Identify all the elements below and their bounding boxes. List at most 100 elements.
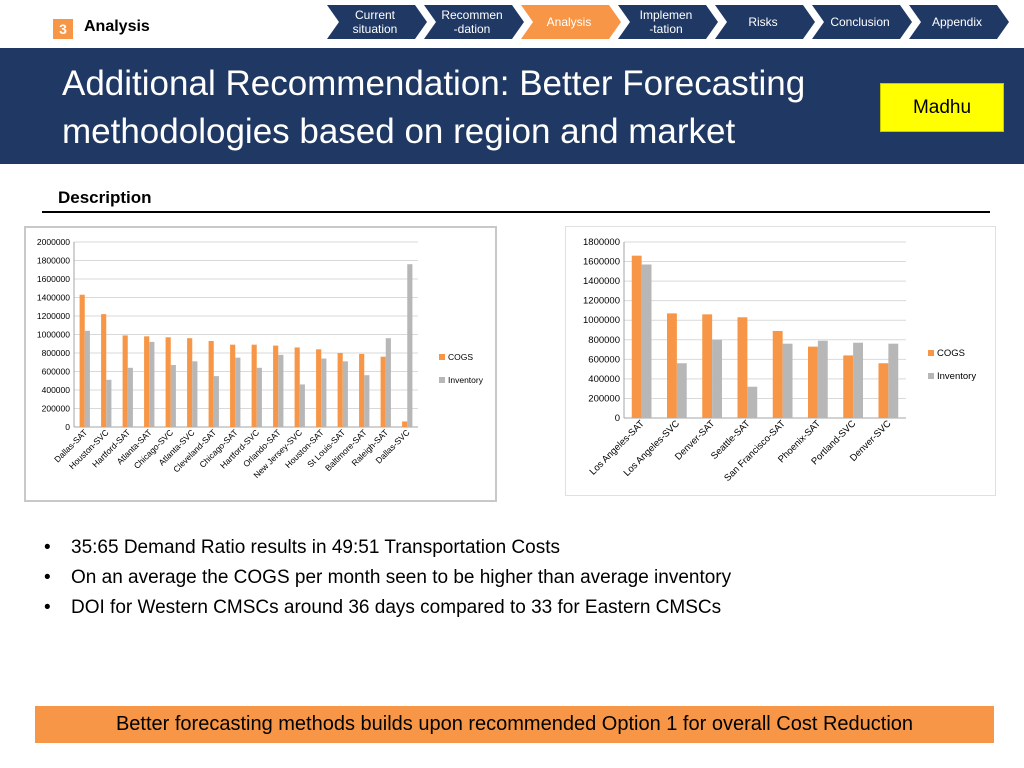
bar-inventory <box>84 330 90 427</box>
bar-inventory <box>747 386 758 418</box>
legend-label: Inventory <box>937 371 976 382</box>
description-divider <box>42 211 990 213</box>
nav-label-line1: Current <box>354 8 395 22</box>
y-tick-label: 600000 <box>588 354 620 365</box>
bar-inventory <box>817 340 828 418</box>
y-tick-label: 1600000 <box>583 257 620 268</box>
description-label: Description <box>58 188 152 207</box>
bar-inventory <box>170 365 176 427</box>
bar-cogs <box>316 349 322 427</box>
finding-item: 35:65 Demand Ratio results in 49:51 Tran… <box>44 533 944 563</box>
bar-inventory <box>213 376 219 427</box>
eastern-chart-svg: 0 200000 400000 600000 800000 1000000 1200000 1… <box>37 237 484 480</box>
bar-inventory <box>407 264 413 427</box>
bar-inventory <box>712 339 722 418</box>
nav-current-situation[interactable]: Current situation <box>327 5 427 39</box>
western-cmsc-bar-chart: 0 200000 400000 600000 800000 1000000 1200000 1… <box>565 226 996 496</box>
bar-inventory <box>192 361 198 427</box>
y-tick-label: 2000000 <box>37 237 70 247</box>
section-label: Analysis <box>84 18 150 35</box>
bar-cogs <box>359 353 365 427</box>
nav-risks[interactable]: Risks <box>715 5 815 39</box>
y-tick-label: 1400000 <box>583 276 620 287</box>
bar-inventory <box>235 357 241 427</box>
legend-label: COGS <box>448 352 473 362</box>
finding-item: DOI for Western CMSCs around 36 days com… <box>44 593 944 623</box>
bar-cogs <box>208 340 214 427</box>
y-tick-label: 600000 <box>42 367 71 377</box>
bar-cogs <box>101 314 107 427</box>
bar-cogs <box>273 345 279 427</box>
bar-inventory <box>888 343 899 418</box>
bar-cogs <box>230 344 236 427</box>
bar-inventory <box>299 384 305 427</box>
bar-cogs <box>402 421 408 427</box>
bar-inventory <box>676 363 687 418</box>
bar-cogs <box>251 344 257 427</box>
bar-inventory <box>256 367 262 427</box>
bar-inventory <box>149 341 155 427</box>
nav-label-line2: situation <box>352 22 398 36</box>
y-tick-label: 800000 <box>588 335 620 346</box>
y-tick-label: 800000 <box>42 348 71 358</box>
section-number-badge: 3 <box>53 19 73 39</box>
bar-inventory <box>364 375 370 427</box>
y-tick-label: 1400000 <box>37 293 70 303</box>
y-tick-label: 400000 <box>588 374 620 385</box>
title-bar <box>0 48 1024 164</box>
findings-list: 35:65 Demand Ratio results in 49:51 Tran… <box>44 533 944 623</box>
page-title: Additional Recommendation: Better Foreca… <box>62 60 872 156</box>
nav-label-line1: Analysis <box>546 15 592 29</box>
legend-swatch <box>928 350 934 356</box>
bar-cogs <box>667 313 677 418</box>
y-tick-label: 1800000 <box>583 237 620 248</box>
western-chart-svg: 0 200000 400000 600000 800000 1000000 1200000 1… <box>583 237 976 484</box>
y-tick-label: 1800000 <box>37 256 70 266</box>
y-tick-label: 400000 <box>42 385 71 395</box>
nav-implementation[interactable]: Implemen -tation <box>618 5 718 39</box>
bar-cogs <box>187 338 193 427</box>
bar-inventory <box>106 379 112 427</box>
bar-cogs <box>122 335 128 427</box>
nav-analysis[interactable]: Analysis <box>521 5 621 39</box>
bar-cogs <box>337 353 343 427</box>
nav-label-line2: -tation <box>649 22 683 36</box>
bar-inventory <box>127 367 133 427</box>
conclusion-banner: Better forecasting methods builds upon r… <box>35 706 994 743</box>
bar-inventory <box>641 264 652 418</box>
nav-label-line2: -dation <box>453 22 491 36</box>
y-tick-label: 200000 <box>42 404 71 414</box>
bar-cogs <box>772 330 783 418</box>
nav-recommendation[interactable]: Recommen -dation <box>424 5 524 39</box>
section-navigation: Current situation Recommen -dation Analysi… <box>327 5 1011 39</box>
bar-cogs <box>631 255 642 418</box>
nav-label-line1: Conclusion <box>830 15 890 29</box>
bar-cogs <box>878 363 889 418</box>
nav-label-line1: Appendix <box>931 15 983 29</box>
bar-cogs <box>144 336 150 427</box>
bar-inventory <box>385 338 391 427</box>
y-tick-label: 1000000 <box>37 330 70 340</box>
y-tick-label: 1600000 <box>37 274 70 284</box>
bar-cogs <box>294 347 300 427</box>
bar-inventory <box>342 361 348 427</box>
bar-cogs <box>808 346 818 418</box>
legend-swatch <box>439 377 445 383</box>
nav-label-line1: Recommen <box>441 8 503 22</box>
legend-swatch <box>439 354 445 360</box>
legend-swatch <box>928 373 934 379</box>
finding-item: On an average the COGS per month seen to… <box>44 563 944 593</box>
y-tick-label: 1200000 <box>37 311 70 321</box>
bar-cogs <box>165 337 171 427</box>
y-tick-label: 0 <box>65 422 70 432</box>
y-tick-label: 200000 <box>588 393 620 404</box>
presenter-name-box: Madhu <box>880 83 1004 132</box>
nav-appendix[interactable]: Appendix <box>909 5 1009 39</box>
bar-cogs <box>843 355 854 418</box>
page-title-line2: methodologies based on region and market <box>62 112 736 151</box>
bar-cogs <box>380 356 386 427</box>
page-title-line1: Additional Recommendation: Better Foreca… <box>62 64 806 103</box>
y-tick-label: 0 <box>615 413 620 424</box>
nav-conclusion[interactable]: Conclusion <box>812 5 912 39</box>
bar-cogs <box>79 294 85 427</box>
